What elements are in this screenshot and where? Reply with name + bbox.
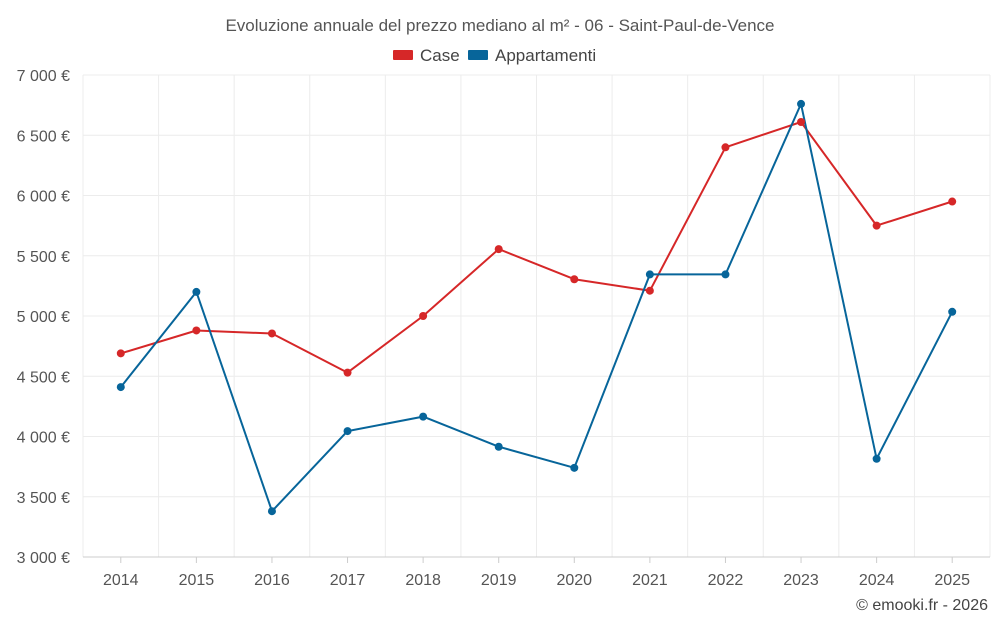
series-points — [116, 99, 957, 516]
legend: Case Appartamenti — [393, 46, 596, 65]
data-point-case — [267, 329, 276, 338]
x-axis: 2014 2015 2016 2017 2018 2019 2020 2021 2022 2023… — [83, 556, 990, 589]
grid — [82, 74, 991, 557]
data-point-appartamenti — [797, 99, 806, 108]
y-tick-label: 4 000 € — [17, 430, 70, 447]
x-tick-label: 2023 — [783, 572, 819, 589]
x-tick-label: 2015 — [179, 572, 215, 589]
series-lines — [120, 102, 954, 513]
y-tick-label: 6 000 € — [17, 189, 70, 206]
series-line-appartamenti — [120, 102, 954, 513]
y-tick-label: 5 500 € — [17, 249, 70, 266]
data-point-case — [645, 286, 654, 295]
data-point-appartamenti — [721, 270, 730, 279]
data-point-appartamenti — [267, 507, 276, 516]
y-tick-label: 5 000 € — [17, 309, 70, 326]
y-tick-label: 7 000 € — [17, 68, 70, 85]
y-tick-label: 4 500 € — [17, 369, 70, 386]
x-tick-label: 2018 — [405, 572, 441, 589]
x-tick-label: 2016 — [254, 572, 290, 589]
y-axis: 3 000 € 3 500 € 4 000 € 4 500 € 5 000 € 5 500… — [17, 68, 70, 567]
legend-swatch-case[interactable] — [393, 50, 413, 60]
x-tick-label: 2022 — [708, 572, 744, 589]
data-point-case — [797, 117, 806, 126]
data-point-case — [116, 349, 125, 358]
data-point-case — [570, 275, 579, 284]
data-point-appartamenti — [116, 383, 125, 392]
credit-text: © emooki.fr - 2026 — [856, 597, 988, 614]
x-tick-label: 2021 — [632, 572, 668, 589]
series-line-case — [120, 121, 953, 374]
data-point-appartamenti — [494, 442, 503, 451]
x-tick-label: 2017 — [330, 572, 366, 589]
x-tick-label: 2020 — [556, 572, 592, 589]
x-tick-label: 2014 — [103, 572, 139, 589]
data-point-case — [494, 245, 503, 254]
data-point-appartamenti — [948, 307, 957, 316]
data-point-appartamenti — [419, 412, 428, 421]
chart-title: Evoluzione annuale del prezzo mediano al… — [225, 16, 774, 35]
data-point-appartamenti — [872, 454, 881, 463]
data-point-case — [343, 368, 352, 377]
data-point-case — [948, 197, 957, 206]
data-point-appartamenti — [343, 427, 352, 436]
legend-swatch-appartamenti[interactable] — [468, 50, 488, 60]
x-tick-label: 2025 — [934, 572, 970, 589]
data-point-appartamenti — [645, 270, 654, 279]
y-tick-label: 3 000 € — [17, 550, 70, 567]
y-tick-label: 6 500 € — [17, 128, 70, 145]
data-point-appartamenti — [570, 463, 579, 472]
data-point-case — [721, 143, 730, 152]
x-tick-label: 2019 — [481, 572, 517, 589]
legend-label-case[interactable]: Case — [420, 46, 460, 65]
data-point-appartamenti — [192, 287, 201, 296]
legend-label-appartamenti[interactable]: Appartamenti — [495, 46, 596, 65]
data-point-case — [872, 221, 881, 230]
data-point-case — [419, 312, 428, 320]
y-tick-label: 3 500 € — [17, 490, 70, 507]
data-point-case — [192, 326, 201, 335]
x-tick-label: 2024 — [859, 572, 895, 589]
